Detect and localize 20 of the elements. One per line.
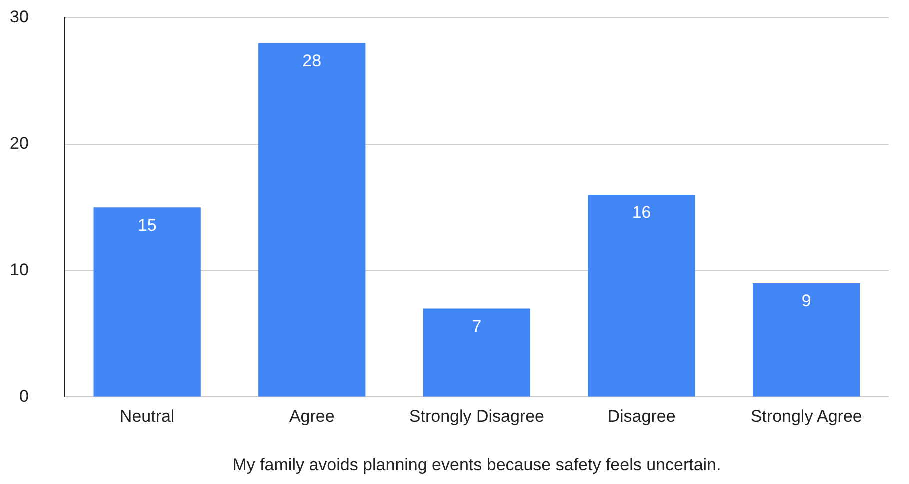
- x-tick-label: Agree: [289, 407, 335, 426]
- bar: [588, 194, 696, 397]
- x-tick-label: Strongly Agree: [750, 407, 862, 426]
- data-label: 28: [302, 51, 322, 70]
- bar: [753, 283, 860, 397]
- y-tick-label: 20: [10, 134, 29, 154]
- x-tick-label: Strongly Disagree: [409, 407, 545, 426]
- bar: [258, 43, 366, 397]
- bar: [94, 208, 201, 397]
- bar: [423, 308, 531, 397]
- y-tick-label: 30: [10, 8, 29, 27]
- data-label: 9: [802, 292, 812, 311]
- data-label: 7: [472, 316, 482, 336]
- x-axis-title: My family avoids planning events because safety feels uncertain.: [232, 455, 722, 474]
- data-label: 16: [632, 203, 652, 222]
- y-tick-label: 0: [19, 386, 29, 406]
- x-tick-label: Neutral: [120, 407, 175, 426]
- y-tick-label: 10: [10, 260, 29, 280]
- data-label: 15: [138, 216, 157, 235]
- x-tick-label: Disagree: [608, 407, 676, 426]
